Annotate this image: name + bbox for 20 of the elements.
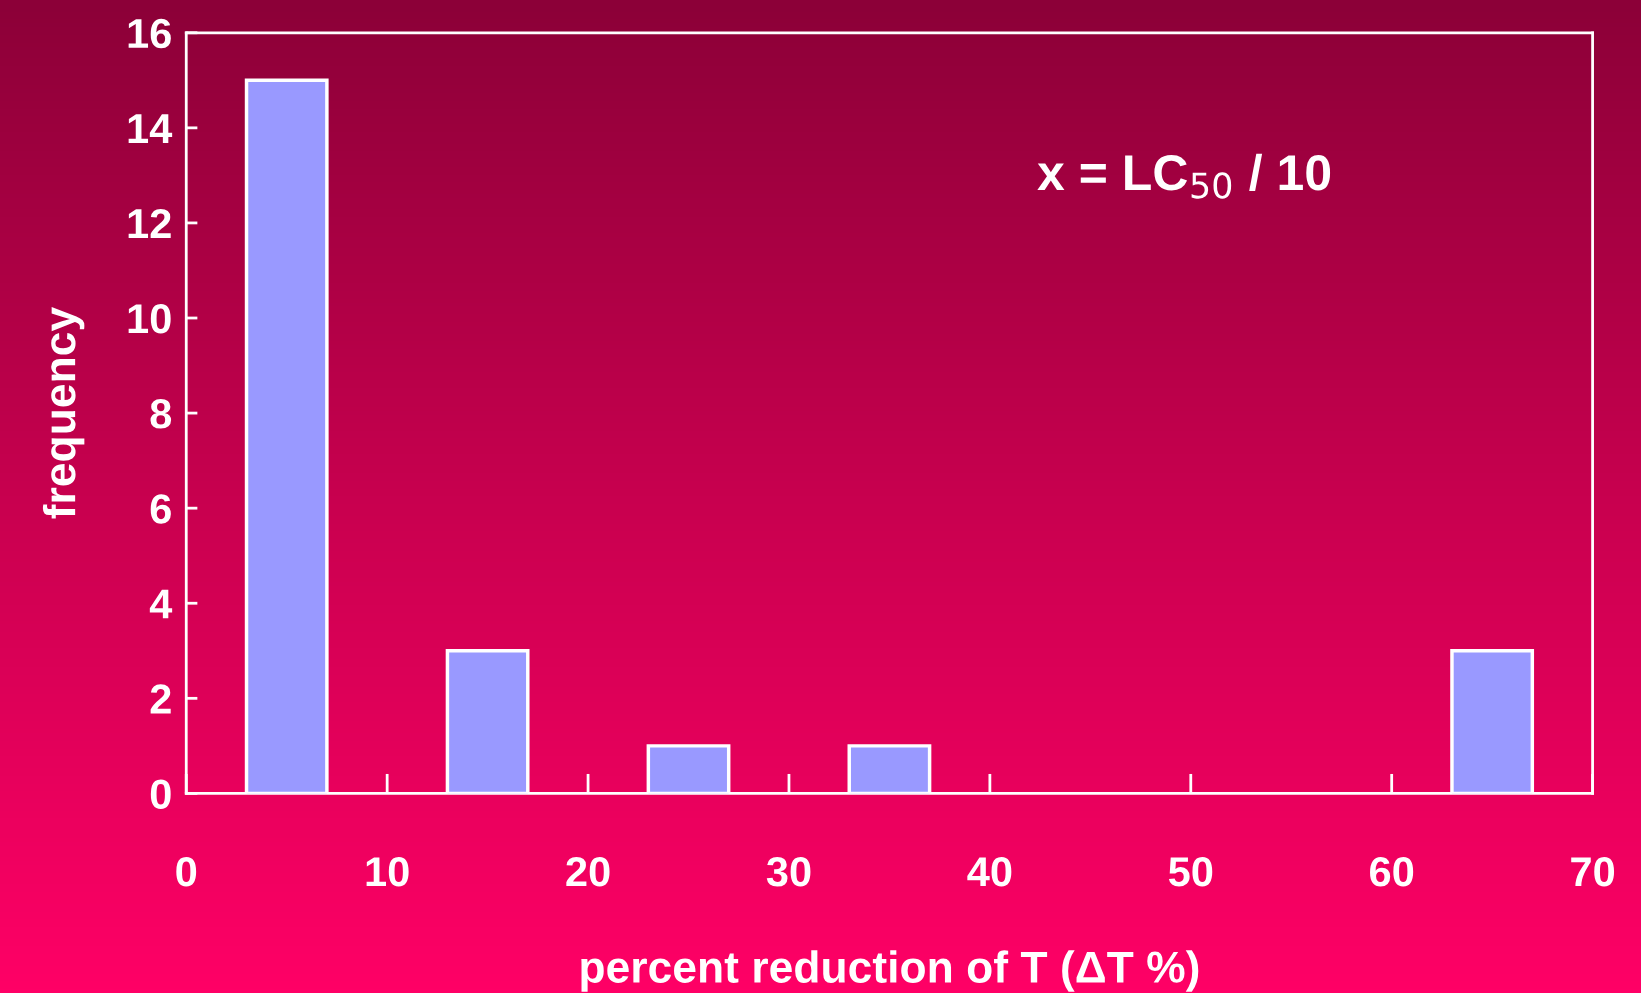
y-tick-label: 12 xyxy=(128,208,171,239)
x-tick-label: 20 xyxy=(566,857,610,887)
y-tick-label: 6 xyxy=(150,494,171,524)
y-tick-label: 2 xyxy=(150,684,171,714)
x-tick-label: 40 xyxy=(967,857,1012,887)
x-tick-label: 60 xyxy=(1370,857,1414,887)
x-tick-label: 70 xyxy=(1571,857,1615,887)
y-tick-label: 0 xyxy=(150,779,171,809)
x-tick-label: 10 xyxy=(366,857,409,887)
y-tick-label: 8 xyxy=(150,399,172,429)
x-axis-title: percent reduction of T (ΔT %) xyxy=(581,950,1199,992)
x-tick-label: 50 xyxy=(1168,857,1213,887)
y-tick-label: 4 xyxy=(149,589,173,619)
x-tick-label: 30 xyxy=(766,857,811,887)
x-tick-label: 0 xyxy=(176,857,197,887)
y-axis-title: frequency xyxy=(42,307,85,519)
y-tick-label: 16 xyxy=(128,18,171,49)
y-tick-label: 10 xyxy=(128,304,171,334)
y-tick-label: 14 xyxy=(128,114,173,143)
annotation: x = LC$_{50}$ / 10 xyxy=(1037,153,1331,199)
